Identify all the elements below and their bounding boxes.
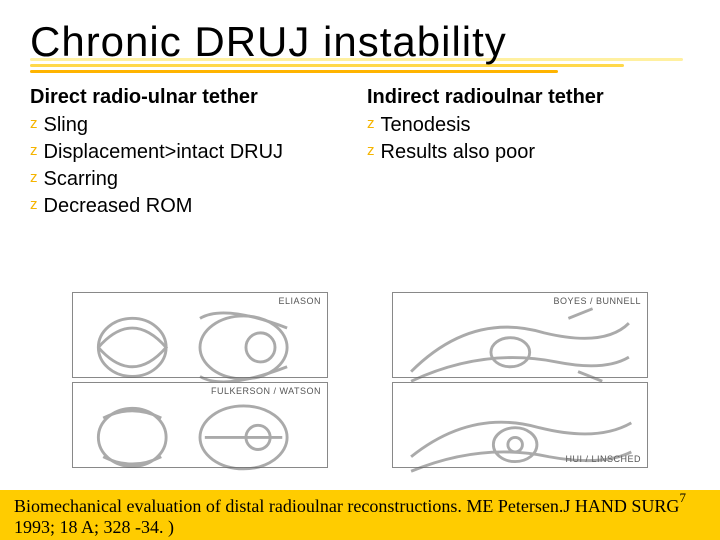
page-number: 7 xyxy=(680,490,687,506)
list-item-label: Results also poor xyxy=(381,140,536,165)
illustration-panel: FULKERSON / WATSON xyxy=(72,382,328,468)
illustration-left: ELIASON FULKERSON / WATSON xyxy=(70,290,330,470)
illustration-row: ELIASON FULKERSON / WATSON xyxy=(0,290,720,480)
left-bullets: zSlingzDisplacement>intact DRUJzScarring… xyxy=(30,113,353,219)
illustration-panel: ELIASON xyxy=(72,292,328,378)
list-item: z Tenodesis xyxy=(367,113,690,138)
bullet-icon: z xyxy=(30,167,38,188)
content-columns: Direct radio-ulnar tether zSlingzDisplac… xyxy=(0,66,720,221)
underline-3 xyxy=(30,70,558,73)
right-bullets: z Tenodesis z Results also poor xyxy=(367,113,690,165)
illus-label: FULKERSON / WATSON xyxy=(211,386,321,396)
list-item: z Displacement>intact DRUJ xyxy=(30,140,353,165)
list-item: z Decreased ROM xyxy=(30,194,353,219)
anatomy-sketch-icon xyxy=(79,299,321,396)
list-item: z Sling xyxy=(30,113,353,138)
bullet-icon: z xyxy=(367,113,375,134)
bullet-icon: z xyxy=(30,194,38,215)
list-item: z Scarring xyxy=(30,167,353,192)
list-item-label: Displacement>intact DRUJ xyxy=(44,140,284,165)
list-item-label: Decreased ROM xyxy=(44,194,193,219)
left-column: Direct radio-ulnar tether zSlingzDisplac… xyxy=(30,86,353,221)
illustration-panel: BOYES / BUNNELL xyxy=(392,292,648,378)
left-heading: Direct radio-ulnar tether xyxy=(30,86,353,109)
bullet-icon: z xyxy=(367,140,375,161)
illustration-panel: HUI / LINSCHED xyxy=(392,382,648,468)
illus-label: ELIASON xyxy=(278,296,321,306)
illus-label: HUI / LINSCHED xyxy=(565,454,641,464)
list-item-label: Sling xyxy=(44,113,88,138)
right-column: Indirect radioulnar tether z Tenodesis z Re… xyxy=(367,86,690,221)
anatomy-sketch-icon xyxy=(399,299,641,396)
list-item-label: Tenodesis xyxy=(381,113,471,138)
bullet-icon: z xyxy=(30,113,38,134)
anatomy-sketch-icon xyxy=(399,389,641,486)
page-title: Chronic DRUJ instability xyxy=(30,18,690,66)
illus-label: BOYES / BUNNELL xyxy=(553,296,641,306)
list-item-label: Scarring xyxy=(44,167,118,192)
title-area: Chronic DRUJ instability xyxy=(0,0,720,66)
right-heading: Indirect radioulnar tether xyxy=(367,86,690,109)
footer-bar: Biomechanical evaluation of distal radio… xyxy=(0,490,720,540)
anatomy-sketch-icon xyxy=(79,389,321,486)
list-item: z Results also poor xyxy=(367,140,690,165)
illustration-right: BOYES / BUNNELL HUI / LINSCHED xyxy=(390,290,650,470)
bullet-icon: z xyxy=(30,140,38,161)
citation-text: Biomechanical evaluation of distal radio… xyxy=(14,496,706,537)
